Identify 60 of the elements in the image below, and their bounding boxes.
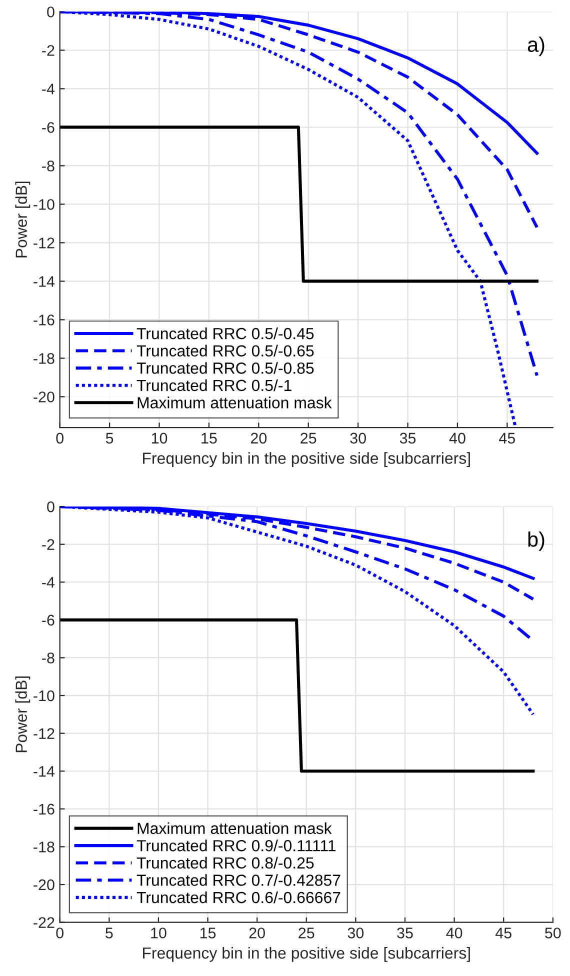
x-tick-label: 30: [350, 432, 366, 444]
x-tick-label: 45: [499, 432, 516, 444]
y-tick-label: -4: [42, 84, 55, 94]
y-tick-label: -20: [34, 392, 54, 402]
x-tick-label: 35: [400, 432, 416, 444]
x-tick-label: 10: [152, 432, 168, 444]
legend-label: Truncated RRC 0.6/-0.66667: [136, 891, 340, 904]
y-axis-title: Power [dB]: [15, 182, 30, 258]
legend-label: Truncated RRC 0.5/-1: [136, 379, 292, 392]
y-tick-label: -6: [42, 614, 54, 626]
x-tick-label: 10: [151, 928, 166, 938]
x-tick-label: 0: [56, 432, 64, 444]
x-tick-label: 5: [106, 432, 114, 444]
y-tick-label: 0: [47, 501, 54, 512]
x-tick-label: 20: [249, 928, 265, 938]
y-tick-label: -6: [42, 122, 54, 133]
x-tick-label: 5: [106, 928, 113, 938]
x-tick-label: 30: [348, 928, 364, 938]
y-tick-label: -8: [42, 652, 54, 664]
x-axis-title: Frequency bin in the positive side [subcarriers]: [143, 452, 470, 468]
x-tick-label: 35: [397, 928, 413, 938]
y-tick-label: -10: [34, 690, 54, 702]
x-tick-label: 20: [250, 432, 267, 444]
y-tick-label: -18: [34, 842, 54, 852]
legend-label: Truncated RRC 0.7/-0.42857: [136, 874, 340, 886]
legend-label: Truncated RRC 0.8/-0.25: [136, 856, 314, 869]
x-tick-label: 25: [300, 432, 316, 444]
y-tick-label: -10: [34, 199, 54, 210]
y-tick-label: -16: [34, 314, 54, 326]
legend-label: Truncated RRC 0.5/-0.85: [136, 362, 314, 374]
annotation: b): [528, 531, 544, 551]
y-tick-label: -12: [34, 728, 54, 739]
y-tick-label: 0: [47, 6, 54, 18]
y-tick-label: -2: [42, 539, 54, 550]
x-tick-label: 15: [202, 432, 217, 444]
x-tick-label: 45: [495, 928, 512, 938]
y-tick-label: -18: [34, 353, 54, 364]
y-tick-label: -4: [42, 577, 55, 588]
x-tick-label: 0: [56, 928, 64, 938]
y-tick-label: -12: [34, 238, 54, 248]
legend-label: Truncated RRC 0.5/-0.65: [136, 344, 314, 357]
x-tick-label: 40: [446, 928, 462, 938]
legend-label: Truncated RRC 0.5/-0.45: [136, 328, 314, 340]
y-tick-label: -22: [34, 917, 54, 928]
y-tick-label: -20: [34, 879, 54, 890]
x-axis-title: Frequency bin in the positive side [subcarriers]: [143, 946, 470, 962]
y-tick-label: -16: [34, 804, 54, 815]
y-tick-label: -8: [42, 160, 54, 172]
x-tick-label: 50: [545, 928, 561, 938]
legend-label: Maximum attenuation mask: [138, 396, 332, 408]
y-tick-label: -14: [34, 276, 55, 287]
y-axis-title: Power [dB]: [15, 676, 30, 752]
x-tick-label: 40: [449, 432, 466, 444]
legend-label: Maximum attenuation mask: [138, 822, 332, 834]
x-tick-label: 25: [298, 928, 314, 938]
y-tick-label: -14: [34, 766, 55, 777]
x-tick-label: 15: [200, 928, 216, 938]
y-tick-label: -2: [42, 45, 54, 56]
annotation: a): [528, 36, 544, 56]
legend-label: Truncated RRC 0.9/-0.11111: [136, 840, 336, 852]
